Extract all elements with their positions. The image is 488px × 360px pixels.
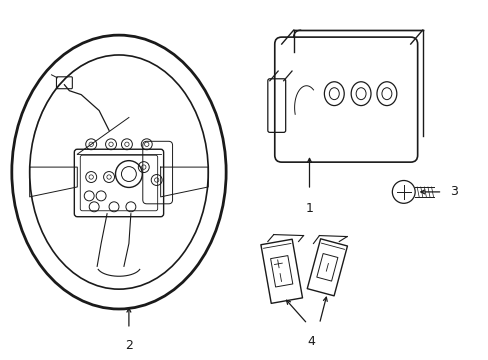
Text: 3: 3 xyxy=(449,185,457,198)
Text: 1: 1 xyxy=(305,202,313,215)
Text: 4: 4 xyxy=(307,335,315,348)
Text: 2: 2 xyxy=(125,339,133,352)
